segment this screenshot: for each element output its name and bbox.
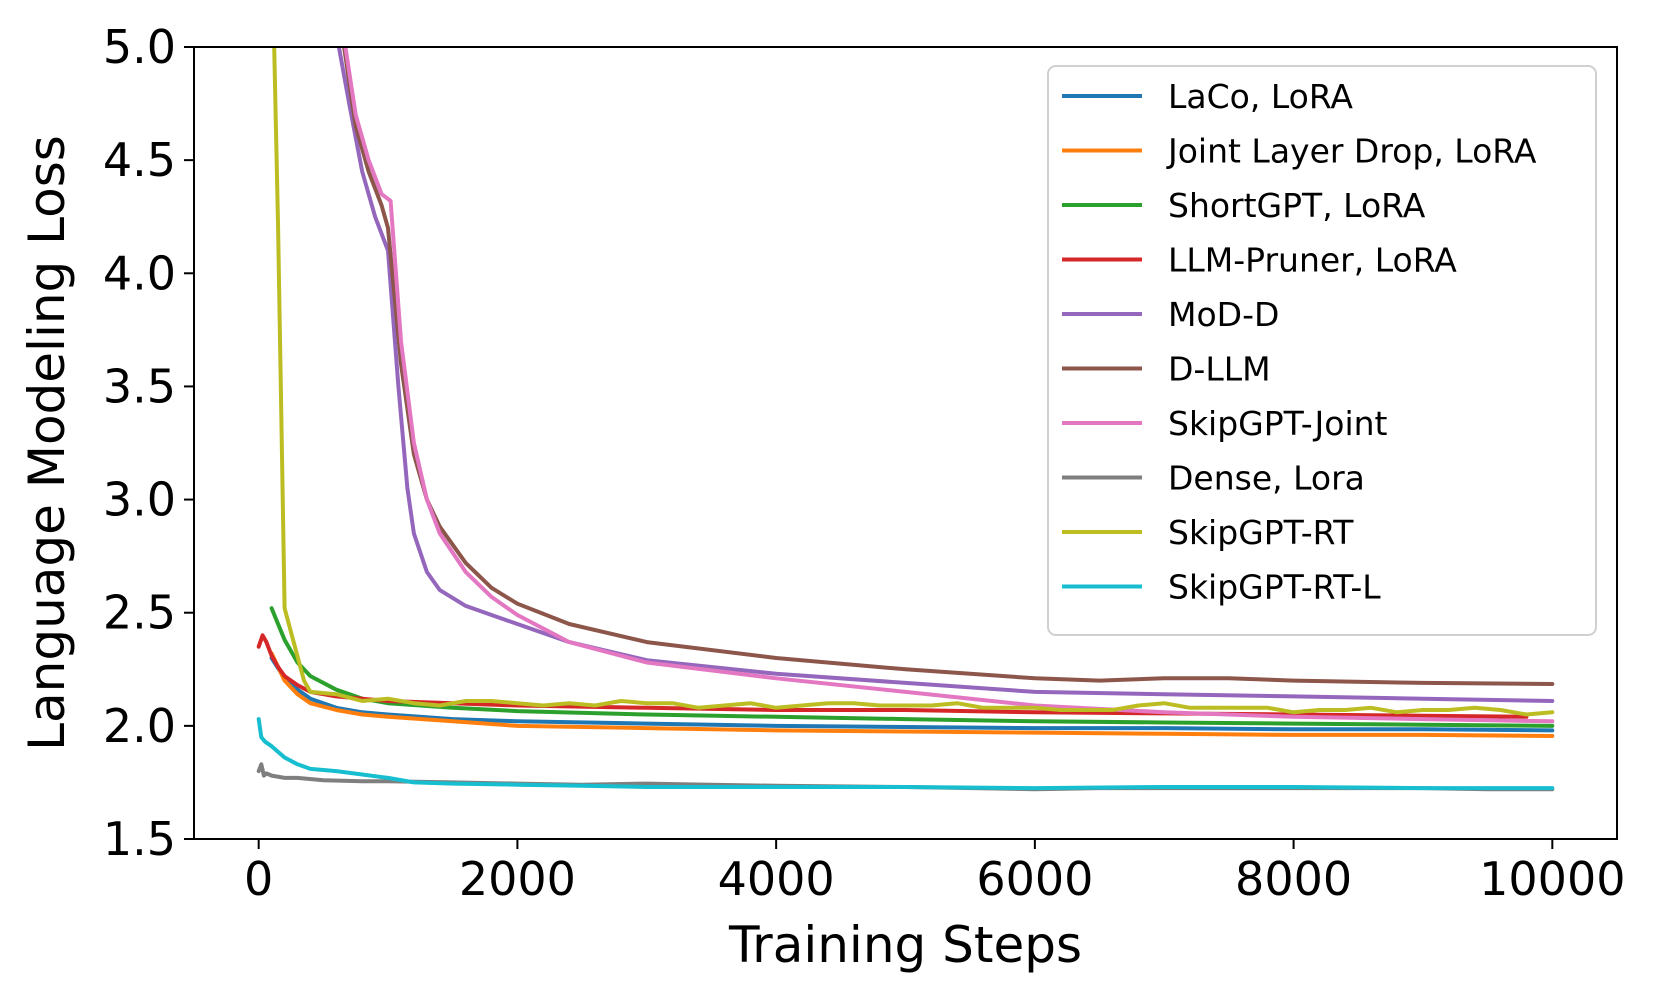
legend-label: SkipGPT-RT: [1168, 513, 1354, 552]
ticks-layer: 0 2000 4000 6000 8000 10000 1.5 2.0 2.5 3.0 3.5 4.0…: [103, 20, 1626, 906]
legend-entry-skipgpt-rt-l: SkipGPT-RT-L: [1062, 568, 1381, 607]
y-axis-title: Language Modeling Loss: [18, 135, 76, 751]
x-tick-label: 2000: [459, 852, 576, 906]
y-tick-label: 4.0: [103, 246, 176, 300]
legend-label: MoD-D: [1168, 295, 1279, 334]
y-tick-label: 3.5: [103, 359, 176, 413]
legend-entry-dense-lora: Dense, Lora: [1062, 459, 1365, 498]
legend-label: SkipGPT-RT-L: [1168, 568, 1381, 607]
y-tick-label: 1.5: [103, 812, 176, 866]
x-tick-label: 8000: [1235, 852, 1352, 906]
legend-entry-shortgpt-lora: ShortGPT, LoRA: [1062, 186, 1426, 225]
legend-label: LaCo, LoRA: [1168, 77, 1353, 116]
series-line-mod-d: [336, 47, 1555, 703]
legend-entry-d-llm: D-LLM: [1062, 350, 1271, 389]
series-line-skipgpt-rt: [272, 47, 1555, 717]
x-tick-label: 10000: [1479, 852, 1625, 906]
y-tick-label: 5.0: [103, 20, 176, 74]
x-axis-title: Training Steps: [728, 916, 1082, 974]
legend: LaCo, LoRA Joint Layer Drop, LoRA ShortGPT…: [1047, 65, 1597, 636]
legend-entry-skipgpt-rt: SkipGPT-RT: [1062, 513, 1354, 552]
legend-label: ShortGPT, LoRA: [1168, 186, 1426, 225]
y-tick-label: 2.5: [103, 586, 176, 640]
x-tick-label: 4000: [718, 852, 835, 906]
legend-label: Joint Layer Drop, LoRA: [1166, 132, 1537, 171]
series-line-d-llm: [342, 47, 1555, 686]
legend-entry-laco-lora: LaCo, LoRA: [1062, 77, 1353, 116]
legend-label: Dense, Lora: [1168, 459, 1365, 498]
series-line-skipgpt-rt-l: [256, 717, 1555, 791]
legend-entry-mod-d: MoD-D: [1062, 295, 1279, 334]
legend-entry-joint-layer-drop-lora: Joint Layer Drop, LoRA: [1062, 132, 1537, 171]
series-line-shortgpt-lora: [269, 606, 1555, 728]
legend-label: SkipGPT-Joint: [1168, 404, 1388, 443]
y-tick-label: 2.0: [103, 699, 176, 753]
x-tick-label: 0: [244, 852, 273, 906]
legend-label: D-LLM: [1168, 350, 1271, 389]
series-line-llm-pruner-lora: [256, 633, 1529, 719]
plot-frame: [193, 46, 1618, 840]
y-tick-label: 4.5: [103, 133, 176, 187]
legend-entry-llm-pruner-lora: LLM-Pruner, LoRA: [1062, 241, 1457, 280]
series-line-laco-lora: [269, 656, 1555, 733]
legend-entry-skipgpt-joint: SkipGPT-Joint: [1062, 404, 1388, 443]
x-tick-label: 6000: [976, 852, 1093, 906]
legend-box: [1047, 65, 1597, 636]
series-layer: [256, 47, 1555, 792]
y-tick-label: 3.0: [103, 473, 176, 527]
series-line-joint-layer-drop-lora: [269, 651, 1555, 738]
legend-label: LLM-Pruner, LoRA: [1168, 241, 1457, 280]
